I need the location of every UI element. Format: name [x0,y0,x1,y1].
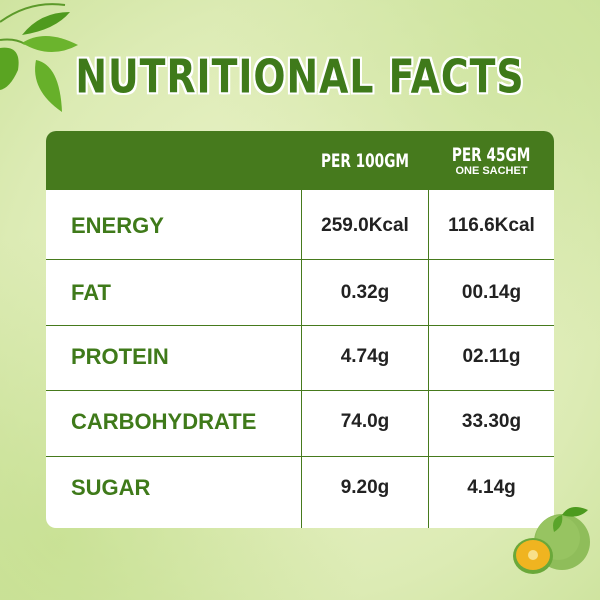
row-divider [46,325,554,326]
nutrient-label: FAT [71,280,111,305]
row-divider [46,456,554,457]
table-row-protein: PROTEIN 4.74g 02.11g [46,326,554,390]
header-per-100gm-label: PER 100GM [320,149,410,172]
fruit-icon [513,506,590,574]
page-title: NUTRITIONAL FACTS [75,49,525,104]
per-100gm-value: 74.0g [340,411,390,432]
table-header [46,131,554,190]
per-45gm-value: 4.14g [467,477,516,498]
nutrient-label: CARBOHYDRATE [71,409,257,434]
row-divider [46,259,554,260]
per-45gm-value: 116.6Kcal [448,215,535,236]
header-cell-nutrient [46,131,301,190]
table-row-sugar: SUGAR 9.20g 4.14g [46,457,554,528]
table-row-energy: ENERGY 259.0Kcal 116.6Kcal [46,190,554,259]
column-divider [428,131,429,528]
per-45gm-value: 33.30g [461,411,522,432]
leaves-icon [0,3,78,112]
header-cell-per-100gm: PER 100GM [302,131,428,190]
nutrient-label: ENERGY [71,213,164,238]
table-row-fat: FAT 0.32g 00.14g [46,260,554,325]
nutrition-table: PER 100GM PER 45GM ONE SACHET ENERGY 259… [46,131,554,528]
per-45gm-value: 00.14g [461,282,522,303]
nutrient-label: SUGAR [71,475,151,500]
per-100gm-value: 259.0Kcal [321,215,409,236]
header-one-sachet-label: ONE SACHET [455,164,528,177]
nutrient-label: PROTEIN [71,344,169,369]
row-divider [46,390,554,391]
column-divider [301,131,302,528]
per-100gm-value: 9.20g [340,477,390,498]
per-100gm-value: 4.74g [340,346,390,367]
per-100gm-value: 0.32g [340,282,390,303]
table-row-carbohydrate: CARBOHYDRATE 74.0g 33.30g [46,391,554,456]
header-per-45gm-label: PER 45GM [452,143,531,166]
per-45gm-value: 02.11g [462,346,521,367]
header-cell-per-45gm: PER 45GM ONE SACHET [429,131,554,190]
